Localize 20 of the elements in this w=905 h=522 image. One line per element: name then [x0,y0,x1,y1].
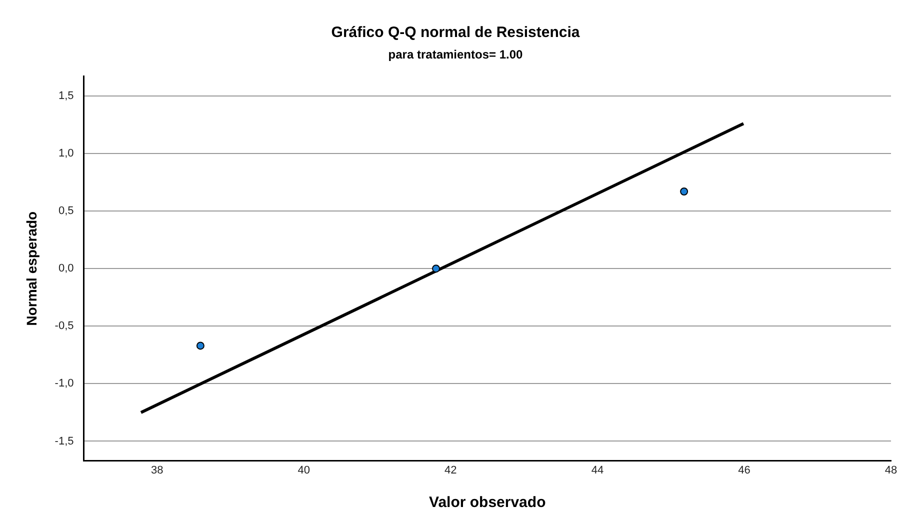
y-tick-label: 1,0 [58,148,74,160]
x-tick-label: 38 [151,464,164,476]
x-tick-label: 42 [444,464,457,476]
point [432,264,440,273]
y-tick-label: 0,5 [58,205,74,218]
y-tick-label: -1,0 [54,378,74,390]
y-tick-label: 0,0 [58,262,74,275]
chart-subtitle: para tratamientos= 1.00 [388,48,524,62]
chart-title: Gráfico Q-Q normal de Resistencia [331,24,580,42]
x-tick-label: 48 [884,464,898,476]
x-axis-title: Valor observado [429,494,546,512]
x-tick-label: 40 [298,464,310,476]
x-tick-label: 44 [591,464,604,476]
y-tick-label: -0,5 [54,320,74,332]
x-tick-label: 46 [738,464,750,476]
y-tick-label: -1,5 [54,435,74,448]
y-tick-label: 1,5 [58,90,74,102]
y-axis-title: Normal esperado [23,211,40,326]
point [680,187,688,196]
point [196,342,204,350]
